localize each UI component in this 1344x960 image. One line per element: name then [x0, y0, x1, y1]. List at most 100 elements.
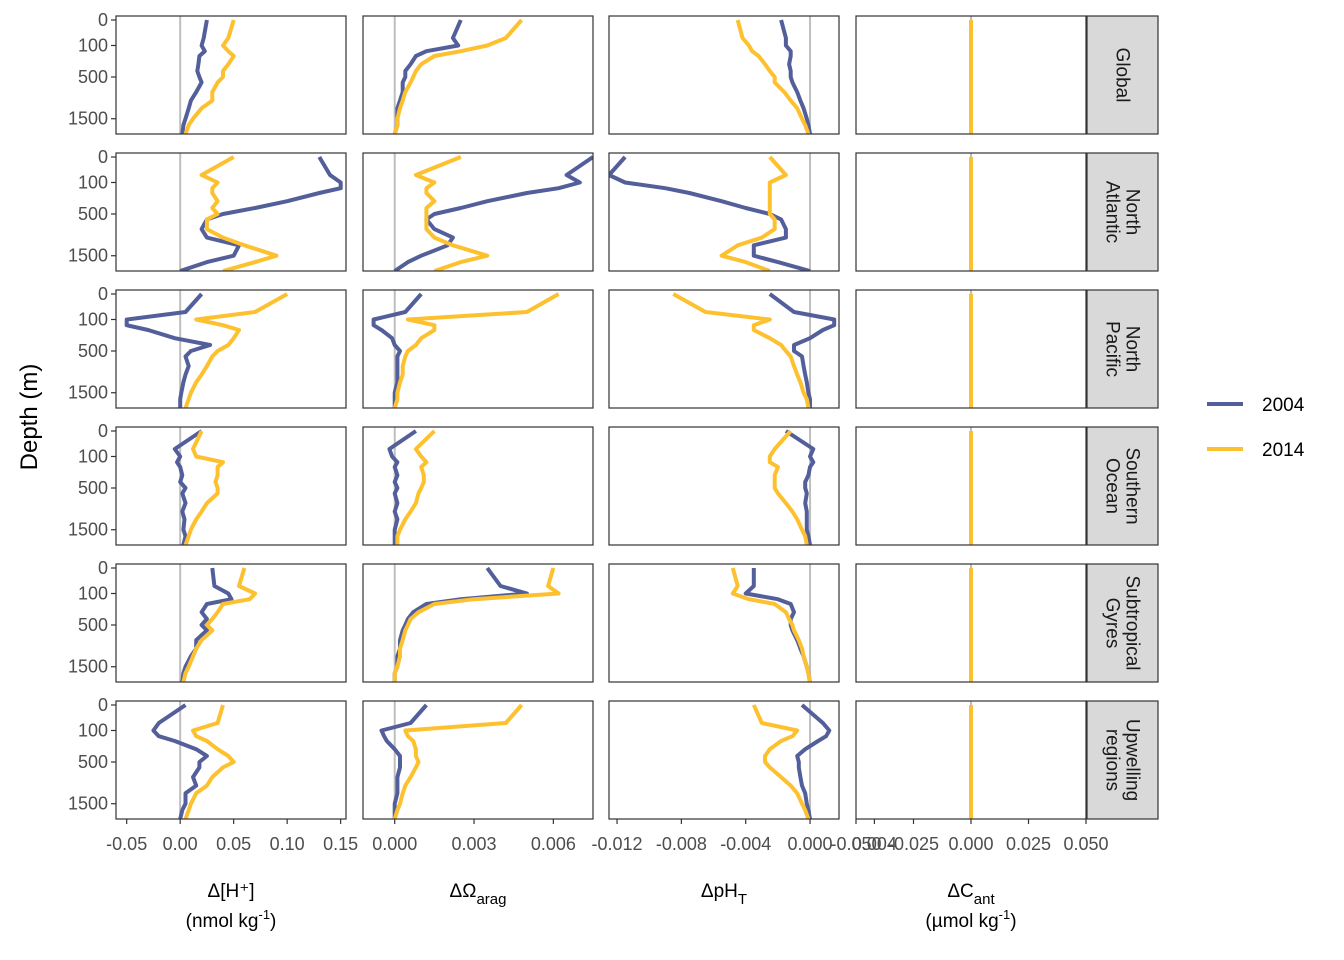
axis-unit-text: (µmol kg	[925, 911, 998, 932]
panel-north-pacific-cant	[856, 290, 1086, 408]
strip-label-line: North	[1122, 326, 1143, 372]
axis-title-subscript: arag	[476, 891, 506, 908]
strip-label-upwelling-regions: Upwellingregions	[1102, 719, 1143, 801]
strip-label-line: Ocean	[1102, 458, 1123, 514]
x-tick-label: 0.10	[270, 834, 305, 854]
panel-southern-ocean-cant	[856, 427, 1086, 545]
strip-label-line: North	[1122, 189, 1143, 235]
strip-global	[1086, 15, 1159, 135]
strip-label-north-atlantic: NorthAtlantic	[1102, 181, 1143, 243]
y-tick-label: 0	[98, 284, 108, 304]
panel-border	[608, 15, 840, 135]
panel-upwelling-regions-cant	[856, 701, 1086, 819]
x-axis-unit-cant: (µmol kg-1)	[925, 907, 1016, 932]
panel-north-pacific-h	[116, 290, 346, 408]
axis-title-subscript: T	[738, 891, 747, 908]
series-line-2004	[179, 155, 343, 271]
panel-southern-ocean-omega	[363, 427, 593, 545]
strip-upwelling-regions	[1086, 700, 1159, 820]
y-tick-label: 500	[78, 752, 108, 772]
panel-background	[363, 16, 593, 134]
strip-label-southern-ocean: SouthernOcean	[1102, 447, 1143, 524]
series-line-2004	[124, 292, 213, 408]
x-tick-label: -0.025	[888, 834, 939, 854]
series-line-2014	[183, 430, 225, 545]
panel-global-ph	[609, 16, 839, 134]
series-line-2014	[392, 18, 524, 134]
strip-north-pacific	[1086, 289, 1159, 409]
x-tick-label: 0.004	[852, 834, 897, 854]
series-line-2014	[735, 19, 811, 134]
y-tick-label: 100	[78, 172, 108, 192]
axis-unit-text: )	[270, 911, 276, 932]
x-tick-label: 0.000	[948, 834, 993, 854]
panel-border	[855, 15, 1087, 135]
strip-label-north-pacific: NorthPacific	[1102, 321, 1143, 377]
series-line-2004	[180, 567, 234, 682]
panel-border	[608, 289, 840, 409]
y-tick-label: 1500	[68, 109, 108, 129]
panel-upwelling-regions-ph	[609, 701, 839, 819]
x-tick-label: 0.006	[531, 834, 576, 854]
panel-background	[363, 290, 593, 408]
y-tick-label: 100	[78, 446, 108, 466]
series-line-2004	[784, 429, 816, 545]
series-line-2004	[795, 703, 832, 819]
x-tick-label: 0.00	[163, 834, 198, 854]
panel-background	[609, 153, 839, 271]
panel-north-pacific-omega	[363, 290, 593, 408]
y-tick-label: 0	[98, 147, 108, 167]
panel-north-atlantic-h	[116, 153, 346, 271]
series-line-2014	[181, 567, 258, 682]
x-tick-label: -0.05	[106, 834, 147, 854]
series-line-2004	[393, 155, 593, 271]
x-tick-label: 0.15	[323, 834, 358, 854]
axis-title-subscript: ant	[974, 891, 996, 908]
series-line-2004	[151, 703, 209, 819]
panel-border	[115, 426, 347, 546]
x-tick-label: -0.004	[720, 834, 771, 854]
axis-unit-text: )	[1010, 911, 1016, 932]
y-tick-label: 1500	[68, 657, 108, 677]
panel-border	[115, 563, 347, 683]
series-line-2004	[371, 292, 423, 408]
y-tick-label: 500	[78, 615, 108, 635]
x-tick-label: -0.012	[592, 834, 643, 854]
legend-label-2004: 2004	[1262, 395, 1305, 416]
x-tick-label: 0.000	[372, 834, 417, 854]
strip-southern-ocean	[1086, 426, 1159, 546]
panel-global-cant	[856, 16, 1086, 134]
panel-border	[362, 289, 594, 409]
panel-background	[363, 564, 593, 682]
strip-label-line: regions	[1102, 729, 1123, 791]
series-line-2014	[395, 429, 436, 545]
panel-border	[362, 15, 594, 135]
panel-global-omega	[363, 16, 593, 134]
axis-title-main: Δ[H⁺]	[208, 881, 255, 902]
panel-border	[115, 700, 347, 820]
legend-label-2014: 2014	[1262, 440, 1305, 461]
x-tick-label: 0.000	[788, 834, 833, 854]
series-line-2014	[767, 429, 809, 545]
series-line-2014	[392, 567, 561, 682]
series-line-2014	[730, 567, 812, 682]
panel-subtropical-gyres-h	[116, 564, 346, 682]
panel-upwelling-regions-h	[116, 701, 346, 819]
y-tick-label: 1500	[68, 383, 108, 403]
series-line-2004	[387, 429, 418, 545]
x-tick-label: 0.050	[1063, 834, 1108, 854]
series-line-2004	[379, 703, 428, 819]
y-tick-label: 100	[78, 35, 108, 55]
panel-border	[115, 152, 347, 272]
strip-label-subtropical-gyres: SubtropicalGyres	[1102, 575, 1143, 670]
series-line-2014	[392, 703, 524, 819]
strip-label-line: Gyres	[1102, 598, 1123, 649]
strip-label-line: Atlantic	[1102, 181, 1123, 243]
panel-border	[362, 563, 594, 683]
axis-title-main: ΔΩ	[450, 881, 477, 902]
series-line-2004	[779, 19, 812, 134]
panel-north-atlantic-ph	[609, 153, 839, 271]
y-tick-label: 500	[78, 67, 108, 87]
x-axis-title-h: Δ[H⁺]	[208, 881, 255, 902]
